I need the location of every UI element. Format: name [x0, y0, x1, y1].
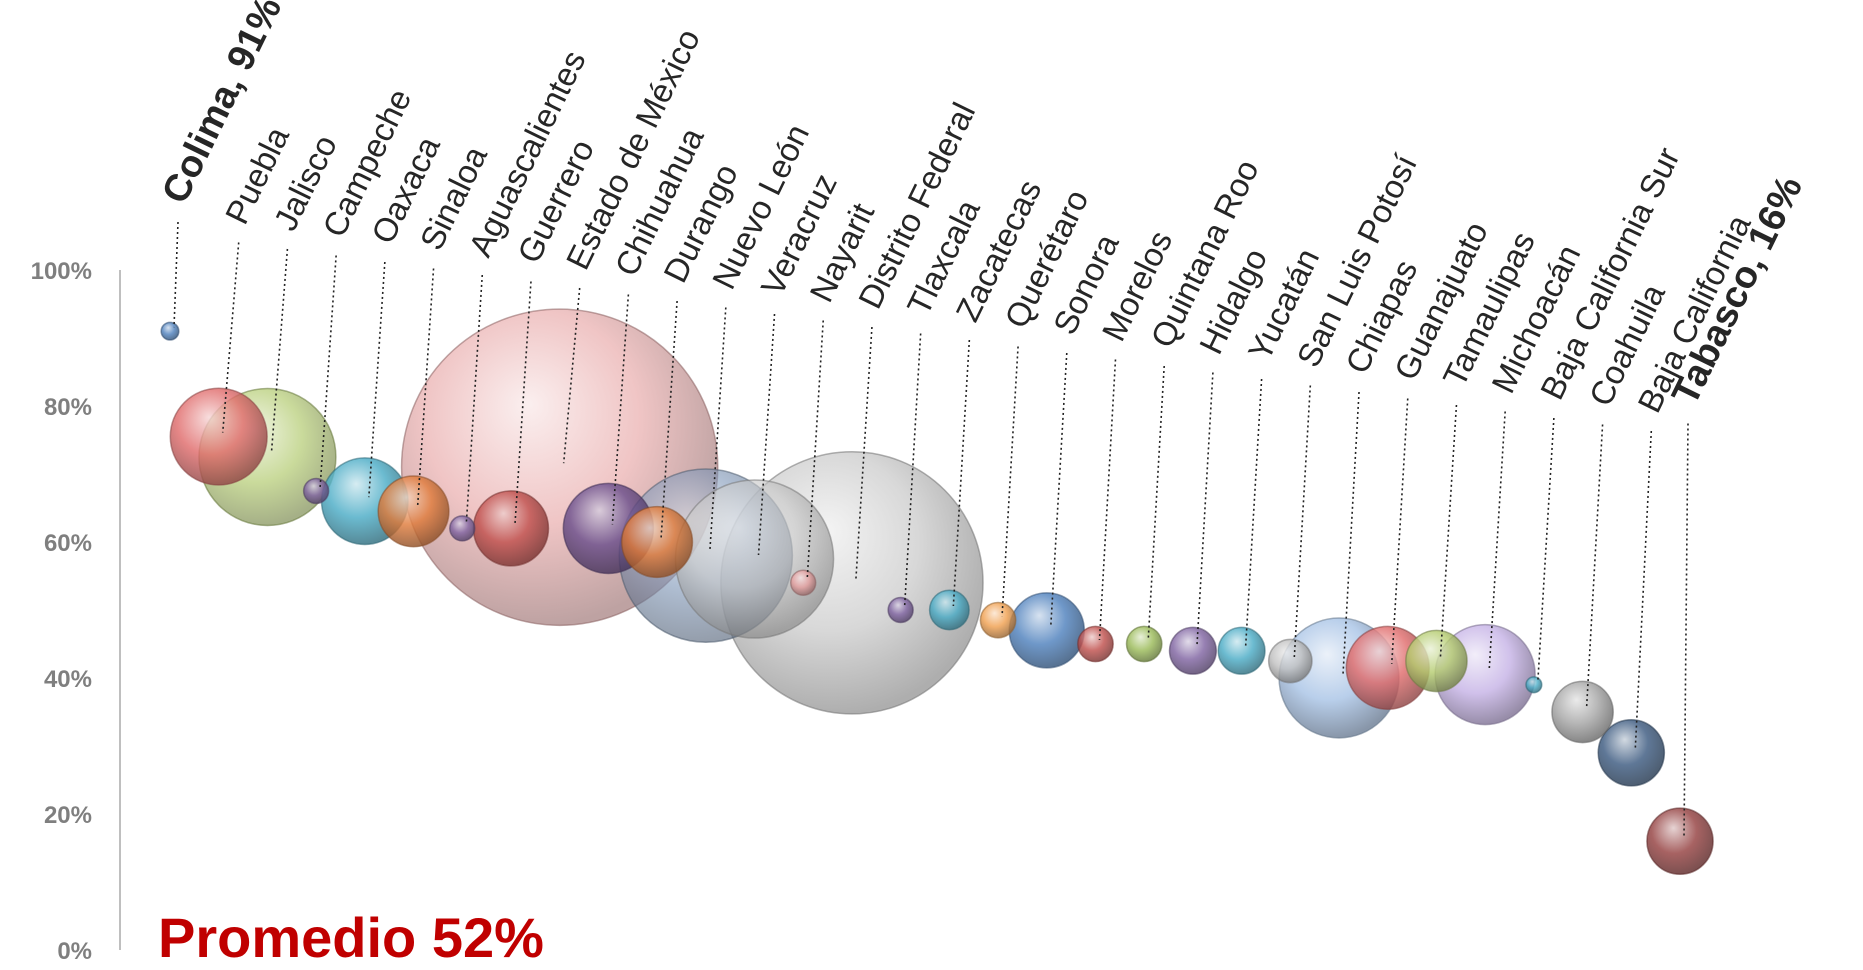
bubble: [169, 387, 268, 486]
bubble: [789, 569, 817, 597]
bubble: [1125, 625, 1163, 663]
bubbles: [160, 308, 1714, 876]
leader-line: [319, 255, 337, 488]
state-labels: Colima, 91%PueblaJaliscoCampecheOaxacaSi…: [154, 0, 1811, 418]
bubble: [302, 477, 330, 505]
bubble: [1405, 629, 1468, 693]
bubble: [1597, 718, 1666, 787]
y-axis-ticks: 0% 20% 40% 60% 80% 100%: [31, 258, 92, 965]
leader-line: [221, 242, 240, 433]
leader-line: [173, 221, 179, 328]
bubble: [1168, 626, 1218, 675]
bubble: [620, 505, 694, 579]
leader-line: [757, 313, 776, 556]
leader-line: [562, 287, 581, 464]
y-tick-label: 0%: [57, 938, 92, 965]
bubble: [1267, 638, 1313, 684]
y-tick-label: 20%: [44, 802, 92, 829]
leader-line: [709, 307, 727, 552]
leader-line: [1634, 430, 1653, 749]
average-annotation: Promedio 52%: [158, 906, 544, 969]
bubble: [979, 601, 1017, 639]
bubble: [674, 479, 835, 639]
leader-line: [1585, 424, 1604, 709]
bubble: [1525, 676, 1543, 694]
bubble: [1551, 680, 1614, 744]
y-tick-label: 60%: [44, 530, 92, 557]
leader-line: [611, 294, 630, 525]
bubble: [472, 490, 550, 567]
leader-line: [1537, 417, 1555, 681]
bubble: [1008, 592, 1086, 669]
leader-line: [903, 333, 922, 607]
y-tick-label: 100%: [31, 258, 92, 285]
bubble: [887, 596, 914, 624]
bubble: [1077, 625, 1114, 663]
leader-line: [1342, 391, 1360, 675]
leader-line: [1001, 346, 1019, 617]
leader-line: [1293, 385, 1312, 658]
leader-line: [514, 281, 532, 525]
leader-line: [1049, 352, 1068, 627]
y-tick-label: 80%: [44, 394, 92, 421]
bubble: [160, 321, 180, 341]
bubble: [1217, 626, 1266, 675]
leader-line: [1439, 404, 1458, 658]
leader-line: [855, 326, 873, 579]
y-tick-label: 40%: [44, 666, 92, 693]
leader-lines: [173, 221, 1689, 838]
leader-line: [368, 261, 386, 498]
bubble: [377, 475, 450, 548]
leader-line: [1683, 423, 1689, 838]
leader-line: [1488, 411, 1506, 671]
leader-line: [270, 248, 289, 454]
leader-line: [1147, 365, 1165, 641]
leader-line: [1196, 372, 1214, 647]
leader-line: [1098, 359, 1117, 641]
bubble: [1646, 807, 1714, 876]
leader-line: [806, 320, 825, 579]
leader-line: [1390, 398, 1409, 664]
leader-line: [465, 274, 484, 525]
bubble: [928, 589, 970, 631]
bubble: [449, 515, 476, 542]
leader-line: [1244, 378, 1263, 647]
